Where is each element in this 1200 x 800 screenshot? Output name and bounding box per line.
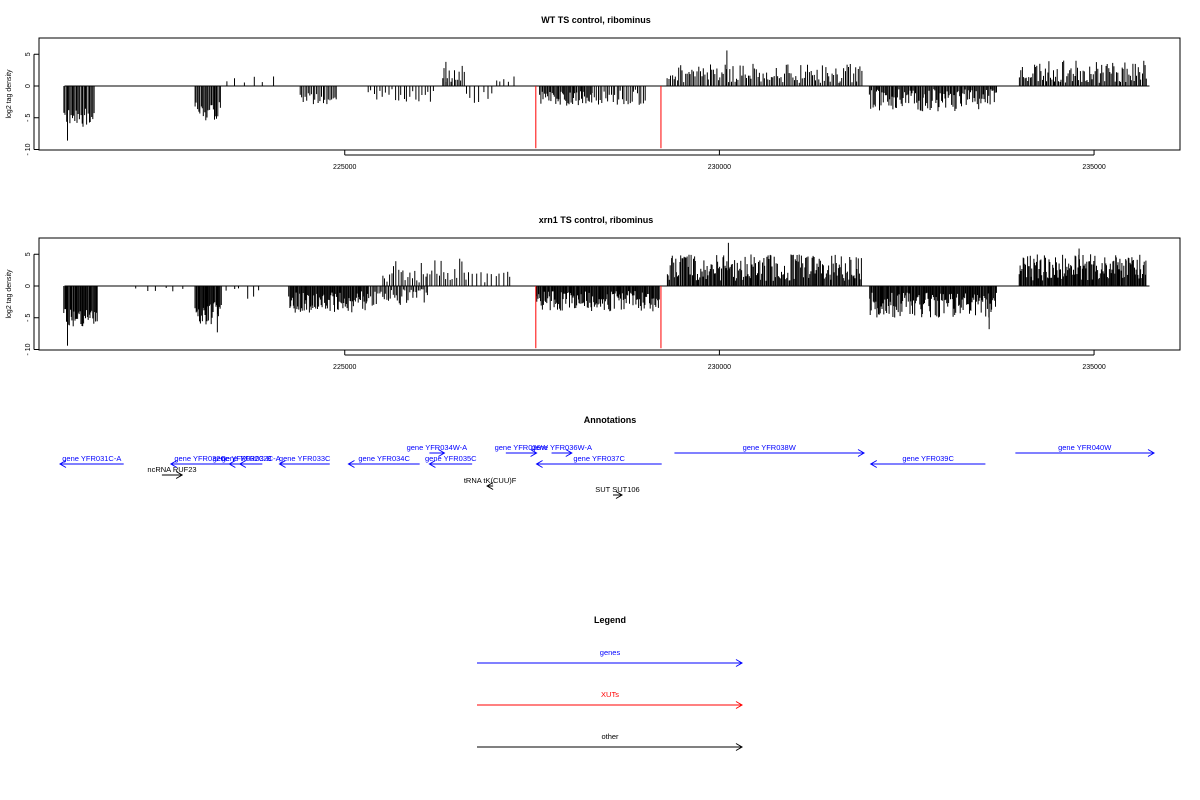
annotation-feature: gene YFR037C (535, 454, 662, 468)
legend-label: genes (600, 648, 621, 657)
y-tick-label: - 10 (25, 343, 32, 355)
feature-arrowhead (438, 449, 446, 457)
x-tick-label: 230000 (708, 364, 731, 371)
feature-arrowhead (169, 460, 178, 468)
annotation-feature: gene YFR034W-A (407, 443, 468, 457)
feature-label: gene YFR032C-A (222, 454, 281, 463)
annotation-feature: gene YFR036W (495, 443, 549, 457)
feature-arrowhead (535, 460, 543, 468)
feature-label: gene YFR032C (174, 454, 226, 463)
feature-arrowhead (59, 460, 67, 468)
feature-label: gene YFR033C (279, 454, 331, 463)
legend: Legend genes XUTs other (477, 615, 743, 751)
feature-arrowhead (175, 471, 184, 479)
annotation-feature: gene YFR034C (347, 454, 420, 468)
feature-arrowhead (238, 460, 247, 468)
wt-panel-title: WT TS control, ribominus (541, 15, 651, 25)
x-tick-label: 225000 (333, 364, 356, 371)
annotation-feature: gene YFR031C-A (59, 454, 124, 468)
y-tick-label: - 5 (25, 114, 32, 122)
feature-label: gene YFR036W-A (531, 443, 592, 452)
feature-label: gene YFR039C (902, 454, 954, 463)
y-tick-label: 5 (25, 52, 32, 56)
feature-label: ncRNA RUF23 (147, 465, 196, 474)
feature-arrowhead (228, 460, 236, 468)
legend-label: other (601, 732, 619, 741)
annotation-feature: tRNA tK(CUU)F (464, 476, 517, 490)
annotation-feature: gene YFR040W (1015, 443, 1155, 457)
y-tick-label: 0 (25, 284, 32, 288)
legend-item: other (477, 732, 743, 751)
xrn1-panel-title: xrn1 TS control, ribominus (539, 215, 654, 225)
feature-label: gene YFR036W (495, 443, 549, 452)
feature-label: gene YFR038W (743, 443, 797, 452)
feature-arrowhead (565, 449, 573, 457)
feature-arrowhead (615, 491, 623, 499)
annotations-track: Annotations gene YFR031C-A ncRNA RUF23 gen… (59, 415, 1155, 499)
legend-item: XUTs (477, 690, 743, 709)
feature-label: gene YFR034C (358, 454, 410, 463)
x-tick-label: 225000 (333, 164, 356, 171)
x-tick-label: 235000 (1082, 364, 1105, 371)
feature-arrowhead (278, 460, 286, 468)
feature-arrowhead (428, 460, 436, 468)
annotations-title: Annotations (584, 415, 637, 425)
legend-arrowhead (735, 659, 743, 667)
feature-label: SUT SUT106 (595, 485, 639, 494)
plot-frame (38, 237, 1181, 351)
x-tick-label: 230000 (708, 164, 731, 171)
wt-coverage-panel: WT TS control, ribominus log2 tag densit… (6, 15, 1181, 171)
plot-frame (38, 37, 1181, 151)
wt-y-axis-label: log2 tag density (6, 69, 13, 119)
xrn1-y-axis-label: log2 tag density (6, 269, 13, 319)
feature-label: gene YFR031C-A (62, 454, 121, 463)
annotation-feature: gene YFR032C-A (222, 454, 281, 468)
feature-arrowhead (530, 449, 538, 457)
feature-label: tRNA tK(CUU)F (464, 476, 517, 485)
feature-label: gene YFR040W (1058, 443, 1112, 452)
annotation-feature: gene YFR035C (425, 454, 477, 468)
feature-label: gene YFR032C-B (213, 454, 272, 463)
legend-item: genes (477, 648, 743, 667)
y-tick-label: - 5 (25, 314, 32, 322)
annotation-feature: gene YFR038W (674, 443, 866, 457)
legend-title: Legend (594, 615, 626, 625)
xrn1-coverage-panel: xrn1 TS control, ribominus log2 tag dens… (6, 215, 1181, 371)
feature-arrowhead (857, 449, 866, 457)
feature-label: gene YFR034W-A (407, 443, 468, 452)
annotation-feature: gene YFR033C (278, 454, 331, 468)
y-tick-label: - 10 (25, 143, 32, 155)
annotation-feature: gene YFR032C (169, 454, 230, 468)
annotation-feature: gene YFR039C (869, 454, 986, 468)
annotation-feature: ncRNA RUF23 (147, 465, 197, 479)
legend-label: XUTs (601, 690, 619, 699)
feature-arrowhead (347, 460, 355, 468)
y-tick-label: 5 (25, 252, 32, 256)
y-tick-label: 0 (25, 84, 32, 88)
feature-arrowhead (869, 460, 878, 468)
legend-arrowhead (735, 743, 743, 751)
x-tick-label: 235000 (1082, 164, 1105, 171)
feature-label: gene YFR037C (573, 454, 625, 463)
feature-arrowhead (486, 482, 494, 490)
legend-arrowhead (735, 701, 743, 709)
feature-arrowhead (1147, 449, 1155, 457)
annotation-feature: gene YFR036W-A (531, 443, 592, 457)
feature-label: gene YFR035C (425, 454, 477, 463)
annotation-feature: SUT SUT106 (595, 485, 640, 499)
